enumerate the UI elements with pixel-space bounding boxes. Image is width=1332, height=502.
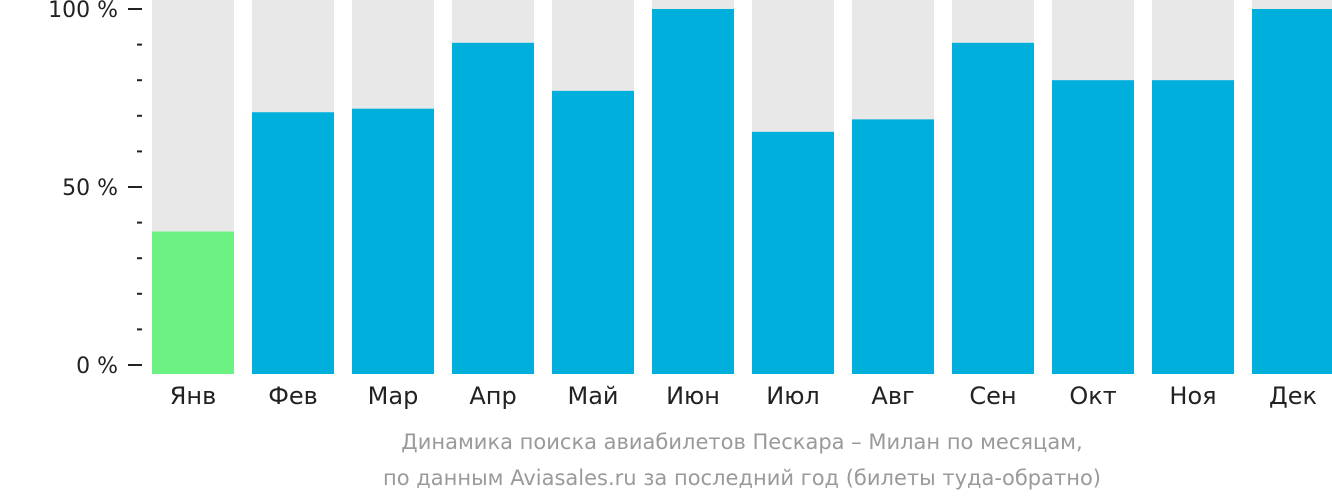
y-tick-label: 100 % xyxy=(48,0,118,23)
x-tick-label: Июл xyxy=(766,382,820,410)
y-tick-label: 0 % xyxy=(76,354,118,379)
bar xyxy=(452,42,534,374)
x-tick-label: Май xyxy=(567,382,618,410)
bars-group xyxy=(152,0,1332,375)
x-tick-label: Янв xyxy=(170,382,217,410)
bar xyxy=(552,90,634,374)
x-tick-label: Ноя xyxy=(1169,382,1216,410)
x-tick-label: Авг xyxy=(871,382,914,410)
y-tick-label: 50 % xyxy=(62,176,118,201)
bar xyxy=(1252,9,1332,374)
x-tick-label: Дек xyxy=(1269,382,1317,410)
bar xyxy=(652,9,734,374)
bar-chart: 0 % 50 % 100 % Янв Фев Мар Апр Май Июн Июл Авг Сен… xyxy=(48,0,1332,410)
x-tick-label: Мар xyxy=(368,382,419,410)
bar xyxy=(152,231,234,374)
bar xyxy=(752,131,834,374)
x-tick-label: Апр xyxy=(469,382,516,410)
bar xyxy=(1152,80,1234,374)
x-tick-label: Сен xyxy=(969,382,1016,410)
x-tick-label: Фев xyxy=(268,382,318,410)
x-axis-labels: Янв Фев Мар Апр Май Июн Июл Авг Сен Окт Ноя Дек xyxy=(170,382,1317,410)
bar xyxy=(952,42,1034,374)
chart-caption-line2: по данным Aviasales.ru за последний год … xyxy=(383,466,1101,490)
bar xyxy=(1052,80,1134,374)
bar xyxy=(852,119,934,374)
x-tick-label: Июн xyxy=(666,382,720,410)
bar xyxy=(352,108,434,375)
chart-caption-line1: Динамика поиска авиабилетов Пескара – Ми… xyxy=(401,430,1083,454)
x-tick-label: Окт xyxy=(1069,382,1116,410)
y-axis: 0 % 50 % 100 % xyxy=(48,0,142,379)
bar xyxy=(252,112,334,375)
